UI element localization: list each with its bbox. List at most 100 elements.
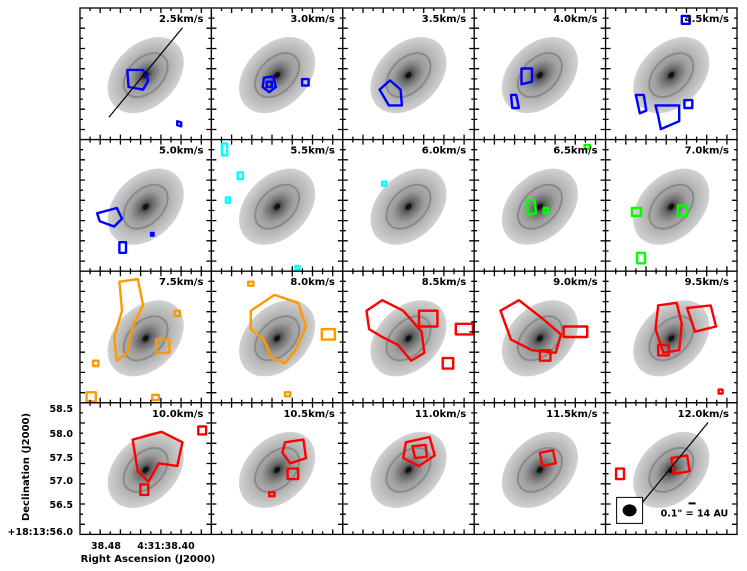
disk-core [274,335,281,342]
disk-ring [516,315,563,362]
emission-contour [499,299,563,354]
tick-marks [474,271,606,403]
emission-contour [224,196,232,205]
disk-ring [516,183,563,230]
velocity-label: 12.0km/s [678,409,729,420]
channel-panel: 6.5km/s [473,138,607,272]
emission-contour [635,251,647,265]
disk-ring [122,446,169,493]
emission-contour [126,68,150,91]
emission-contour [680,14,691,25]
velocity-label: 9.5km/s [685,277,729,288]
disk-ring [254,52,301,99]
disk-ring [648,315,695,362]
tick-marks [80,271,212,403]
channel-panel: 11.5km/s [473,402,607,536]
disk-ring [254,315,301,362]
velocity-label: 4.5km/s [685,14,729,25]
velocity-label: 8.0km/s [290,277,334,288]
tick-marks [342,271,475,403]
tick-marks [211,271,343,403]
disk-core [142,335,149,342]
emission-contour [525,198,538,216]
disk-core [142,466,149,473]
scale-bar-label: 0.1" = 14 AU [661,508,729,519]
disk-core [274,203,281,210]
tick-marks [605,271,737,403]
emission-contour [411,443,429,460]
velocity-label: 10.0km/s [152,409,203,420]
emission-contour [654,104,681,131]
channel-panel: 5.0km/s [79,138,213,272]
emission-contour [286,467,300,481]
emission-contour [91,359,100,368]
tick-marks [342,402,475,535]
disk-ring [122,183,169,230]
channel-panel: 11.0km/s [342,402,475,536]
channel-panel: 8.0km/s [210,270,344,404]
y-tick-label: 57.0 [50,476,74,487]
channel-panel: 3.0km/s [210,7,344,141]
channel-panel: 9.0km/s [473,270,607,404]
disk-core [668,72,675,79]
tick-marks [474,139,606,272]
channel-panel: 2.5km/s [79,7,213,141]
channel-panel: 4.5km/s [604,7,738,141]
emission-contour [85,391,98,403]
velocity-label: 11.0km/s [415,409,466,420]
x-tick-label: 38.48 [91,541,121,552]
emission-contour [139,483,150,497]
emission-contour [614,467,626,481]
velocity-label: 5.5km/s [290,146,334,157]
x-tick-label: 4:31:38.40 [137,541,195,552]
disk-core [668,203,675,210]
channel-panel: 7.0km/s [604,138,738,272]
emission-contour [676,204,689,218]
emission-contour [197,425,208,436]
emission-contour [365,299,426,362]
emission-contour [154,338,171,354]
emission-contour [220,142,229,157]
tick-marks [605,139,737,272]
tick-marks [80,8,212,140]
disk-ring [385,183,432,230]
y-tick-label: 56.5 [50,500,73,511]
tick-marks [211,139,343,272]
channel-panel: 5.5km/s [210,138,344,272]
emission-contour [149,231,155,237]
disk-core [668,335,675,342]
tick-marks [211,8,343,140]
tick-marks [605,8,737,140]
emission-contour [538,449,557,468]
emission-contour [657,343,670,357]
emission-contour [246,280,255,287]
disk-ring [254,183,301,230]
emission-contour [630,206,643,218]
velocity-label: 6.0km/s [422,146,466,157]
emission-contour [417,309,439,328]
velocity-label: 5.0km/s [159,146,203,157]
emission-contour [685,304,718,333]
velocity-label: 6.5km/s [553,146,597,157]
emission-contour [268,491,276,498]
channel-panel: 7.5km/s [79,270,213,404]
velocity-label: 11.5km/s [546,409,597,420]
emission-contour [283,391,292,398]
velocity-label: 3.5km/s [422,14,466,25]
disk-core [405,335,412,342]
disk-ring [254,446,301,493]
velocity-label: 2.5km/s [159,14,203,25]
y-tick-label: 58.5 [50,404,73,415]
y-tick-label: +18:13:56.0 [8,527,74,538]
disk-ring [122,52,169,99]
emission-contour [683,98,694,110]
channel-panel: 8.5km/s [342,270,475,404]
emission-contour [509,93,521,110]
tick-marks [342,139,475,272]
emission-contour [654,301,683,354]
velocity-label: 8.5km/s [422,277,466,288]
axes-annotations: 58.5 58.0 57.5 57.0 56.5 +18:13:56.0 38.… [8,404,216,565]
channel-panel: 0.1" = 14 AU 12.0km/s [604,402,738,536]
panel-frame [604,402,738,536]
disk-core [536,72,543,79]
